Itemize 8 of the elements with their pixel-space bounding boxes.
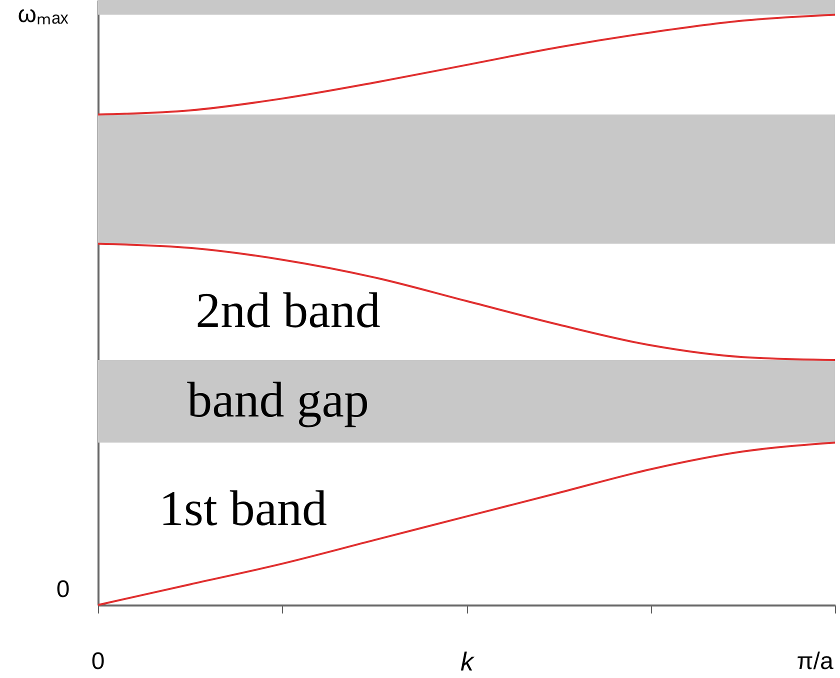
annotation: 2nd band (196, 282, 380, 338)
text: 0 (56, 576, 70, 603)
annotation: 1st band (158, 480, 328, 536)
band-label: band gap (187, 371, 369, 428)
text: π/a (796, 648, 834, 675)
text: 0 (91, 648, 105, 675)
x-axis-title: k (460, 646, 476, 676)
text: ωₘₐₓ (18, 1, 68, 28)
